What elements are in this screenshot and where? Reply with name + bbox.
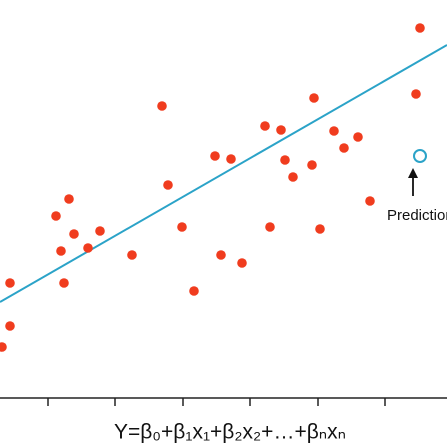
data-point	[276, 125, 286, 135]
data-point	[265, 222, 275, 232]
data-point	[288, 172, 298, 182]
data-point	[51, 211, 61, 221]
data-point	[5, 278, 15, 288]
data-point	[216, 250, 226, 260]
data-point	[56, 246, 66, 256]
data-point	[83, 243, 93, 253]
data-point	[210, 151, 220, 161]
data-point	[177, 222, 187, 232]
data-point	[127, 250, 137, 260]
data-point	[237, 258, 247, 268]
data-point	[0, 342, 7, 352]
data-point	[5, 321, 15, 331]
data-point	[339, 143, 349, 153]
data-point	[226, 154, 236, 164]
data-point	[309, 93, 319, 103]
data-point	[95, 226, 105, 236]
data-point	[353, 132, 363, 142]
prediction-label: Prediction	[387, 207, 447, 224]
data-point	[280, 155, 290, 165]
data-point	[365, 196, 375, 206]
data-point	[59, 278, 69, 288]
data-point	[157, 101, 167, 111]
data-point	[329, 126, 339, 136]
data-point	[260, 121, 270, 131]
data-point	[69, 229, 79, 239]
data-point	[64, 194, 74, 204]
data-point	[163, 180, 173, 190]
data-point	[307, 160, 317, 170]
data-point	[411, 89, 421, 99]
fit-line	[0, 44, 447, 303]
x-axis-label: Y=β₀+β₁x₁+β₂x₂+…+βₙxₙ	[114, 421, 346, 444]
data-point	[315, 224, 325, 234]
data-point	[189, 286, 199, 296]
data-point	[415, 23, 425, 33]
prediction-point	[413, 149, 427, 163]
prediction-arrowhead	[408, 168, 418, 178]
